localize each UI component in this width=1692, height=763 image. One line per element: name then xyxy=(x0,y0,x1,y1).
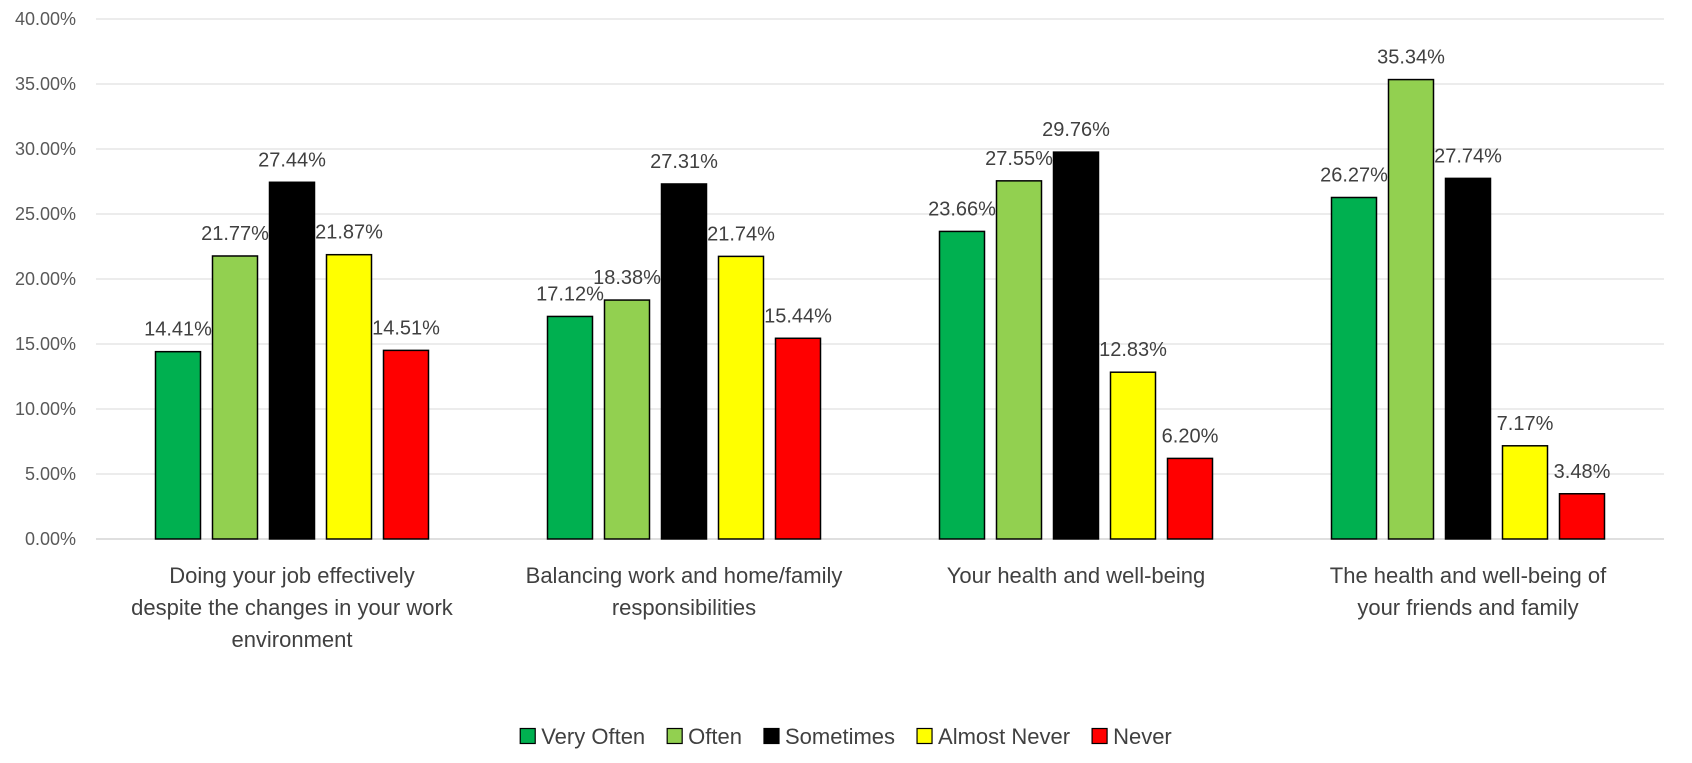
data-label: 12.83% xyxy=(1099,339,1167,361)
data-label: 27.74% xyxy=(1434,145,1502,167)
data-label: 6.20% xyxy=(1162,425,1219,447)
bar-never xyxy=(1166,457,1214,540)
data-label: 29.76% xyxy=(1042,119,1110,141)
data-label: 35.34% xyxy=(1377,47,1445,69)
category-label-line: Your health and well-being xyxy=(947,563,1206,588)
bar-often xyxy=(603,299,651,540)
bar-very-often xyxy=(938,230,986,540)
y-tick-label: 15.00% xyxy=(15,334,76,354)
bar-almost-never xyxy=(1501,445,1549,540)
legend-item-often: Often xyxy=(666,724,742,749)
data-label: 18.38% xyxy=(593,267,661,289)
category-label-line: environment xyxy=(231,627,352,652)
category-label: Doing your job effectively despite the ch… xyxy=(131,563,454,652)
legend-label: Never xyxy=(1113,724,1172,749)
bar-never xyxy=(382,349,430,540)
bar-sometimes xyxy=(660,183,708,540)
bars xyxy=(154,78,1606,540)
bar-almost-never xyxy=(717,255,765,540)
bar-sometimes xyxy=(268,181,316,540)
y-tick-label: 30.00% xyxy=(15,139,76,159)
legend-swatch xyxy=(519,727,536,745)
category-label: The health and well-being of your friends… xyxy=(1330,563,1607,620)
legend-swatch xyxy=(666,727,683,745)
legend-item-sometimes: Sometimes xyxy=(763,724,895,749)
y-tick-label: 0.00% xyxy=(25,529,76,549)
bar-very-often xyxy=(1330,196,1378,540)
category-label-line: despite the changes in your work xyxy=(131,595,454,620)
y-tick-label: 35.00% xyxy=(15,74,76,94)
data-label: 3.48% xyxy=(1554,461,1611,483)
category-labels: Doing your job effectively despite the ch… xyxy=(131,563,1607,652)
bar-often xyxy=(211,255,259,540)
legend-item-very-often: Very Often xyxy=(519,724,645,749)
data-label: 14.41% xyxy=(144,319,212,341)
bar-often xyxy=(1387,78,1435,540)
bar-almost-never xyxy=(325,253,373,540)
legend-swatch xyxy=(763,727,780,745)
y-tick-label: 20.00% xyxy=(15,269,76,289)
category-label-line: Balancing work and home/family xyxy=(526,563,843,588)
data-label: 26.27% xyxy=(1320,164,1388,186)
bar-sometimes xyxy=(1052,151,1100,540)
bar-very-often xyxy=(546,315,594,540)
category-label: Your health and well-being xyxy=(947,563,1206,588)
data-label: 27.55% xyxy=(985,148,1053,170)
legend-label: Very Often xyxy=(541,724,645,749)
data-label: 15.44% xyxy=(764,305,832,327)
legend-item-almost-never: Almost Never xyxy=(916,724,1070,749)
bar-almost-never xyxy=(1109,371,1157,540)
legend-swatch xyxy=(1091,727,1108,745)
data-label: 21.74% xyxy=(707,223,775,245)
category-label-line: The health and well-being of xyxy=(1330,563,1607,588)
bar-never xyxy=(1558,493,1606,540)
legend-item-never: Never xyxy=(1091,724,1172,749)
y-tick-label: 25.00% xyxy=(15,204,76,224)
data-label: 21.87% xyxy=(315,222,383,244)
data-label: 7.17% xyxy=(1497,413,1554,435)
legend-label: Often xyxy=(688,724,742,749)
data-labels: 14.41% 17.12% 23.66% 26.27% 21.77% 18.38% 27.5… xyxy=(144,47,1610,483)
data-label: 27.44% xyxy=(258,149,326,171)
data-label: 14.51% xyxy=(372,317,440,339)
y-tick-label: 40.00% xyxy=(15,9,76,29)
data-label: 23.66% xyxy=(928,198,996,220)
y-tick-label: 10.00% xyxy=(15,399,76,419)
y-tick-label: 5.00% xyxy=(25,464,76,484)
legend-swatch xyxy=(916,727,933,745)
legend: Very Often Often Sometimes Almost Never Neve… xyxy=(519,724,1172,749)
data-label: 21.77% xyxy=(201,223,269,245)
data-label: 27.31% xyxy=(650,151,718,173)
bar-very-often xyxy=(154,350,202,540)
data-label: 17.12% xyxy=(536,283,604,305)
y-axis-ticks: 0.00% 5.00% 10.00% 15.00% 20.00% 25.00% 30.00%… xyxy=(15,9,76,549)
bar-sometimes xyxy=(1444,177,1492,540)
category-label-line: Doing your job effectively xyxy=(169,563,414,588)
category-label: Balancing work and home/family responsibi… xyxy=(526,563,843,620)
category-label-line: your friends and family xyxy=(1357,595,1578,620)
bar-often xyxy=(995,180,1043,540)
category-label-line: responsibilities xyxy=(612,595,756,620)
bar-never xyxy=(774,337,822,540)
legend-label: Almost Never xyxy=(938,724,1070,749)
legend-label: Sometimes xyxy=(785,724,895,749)
